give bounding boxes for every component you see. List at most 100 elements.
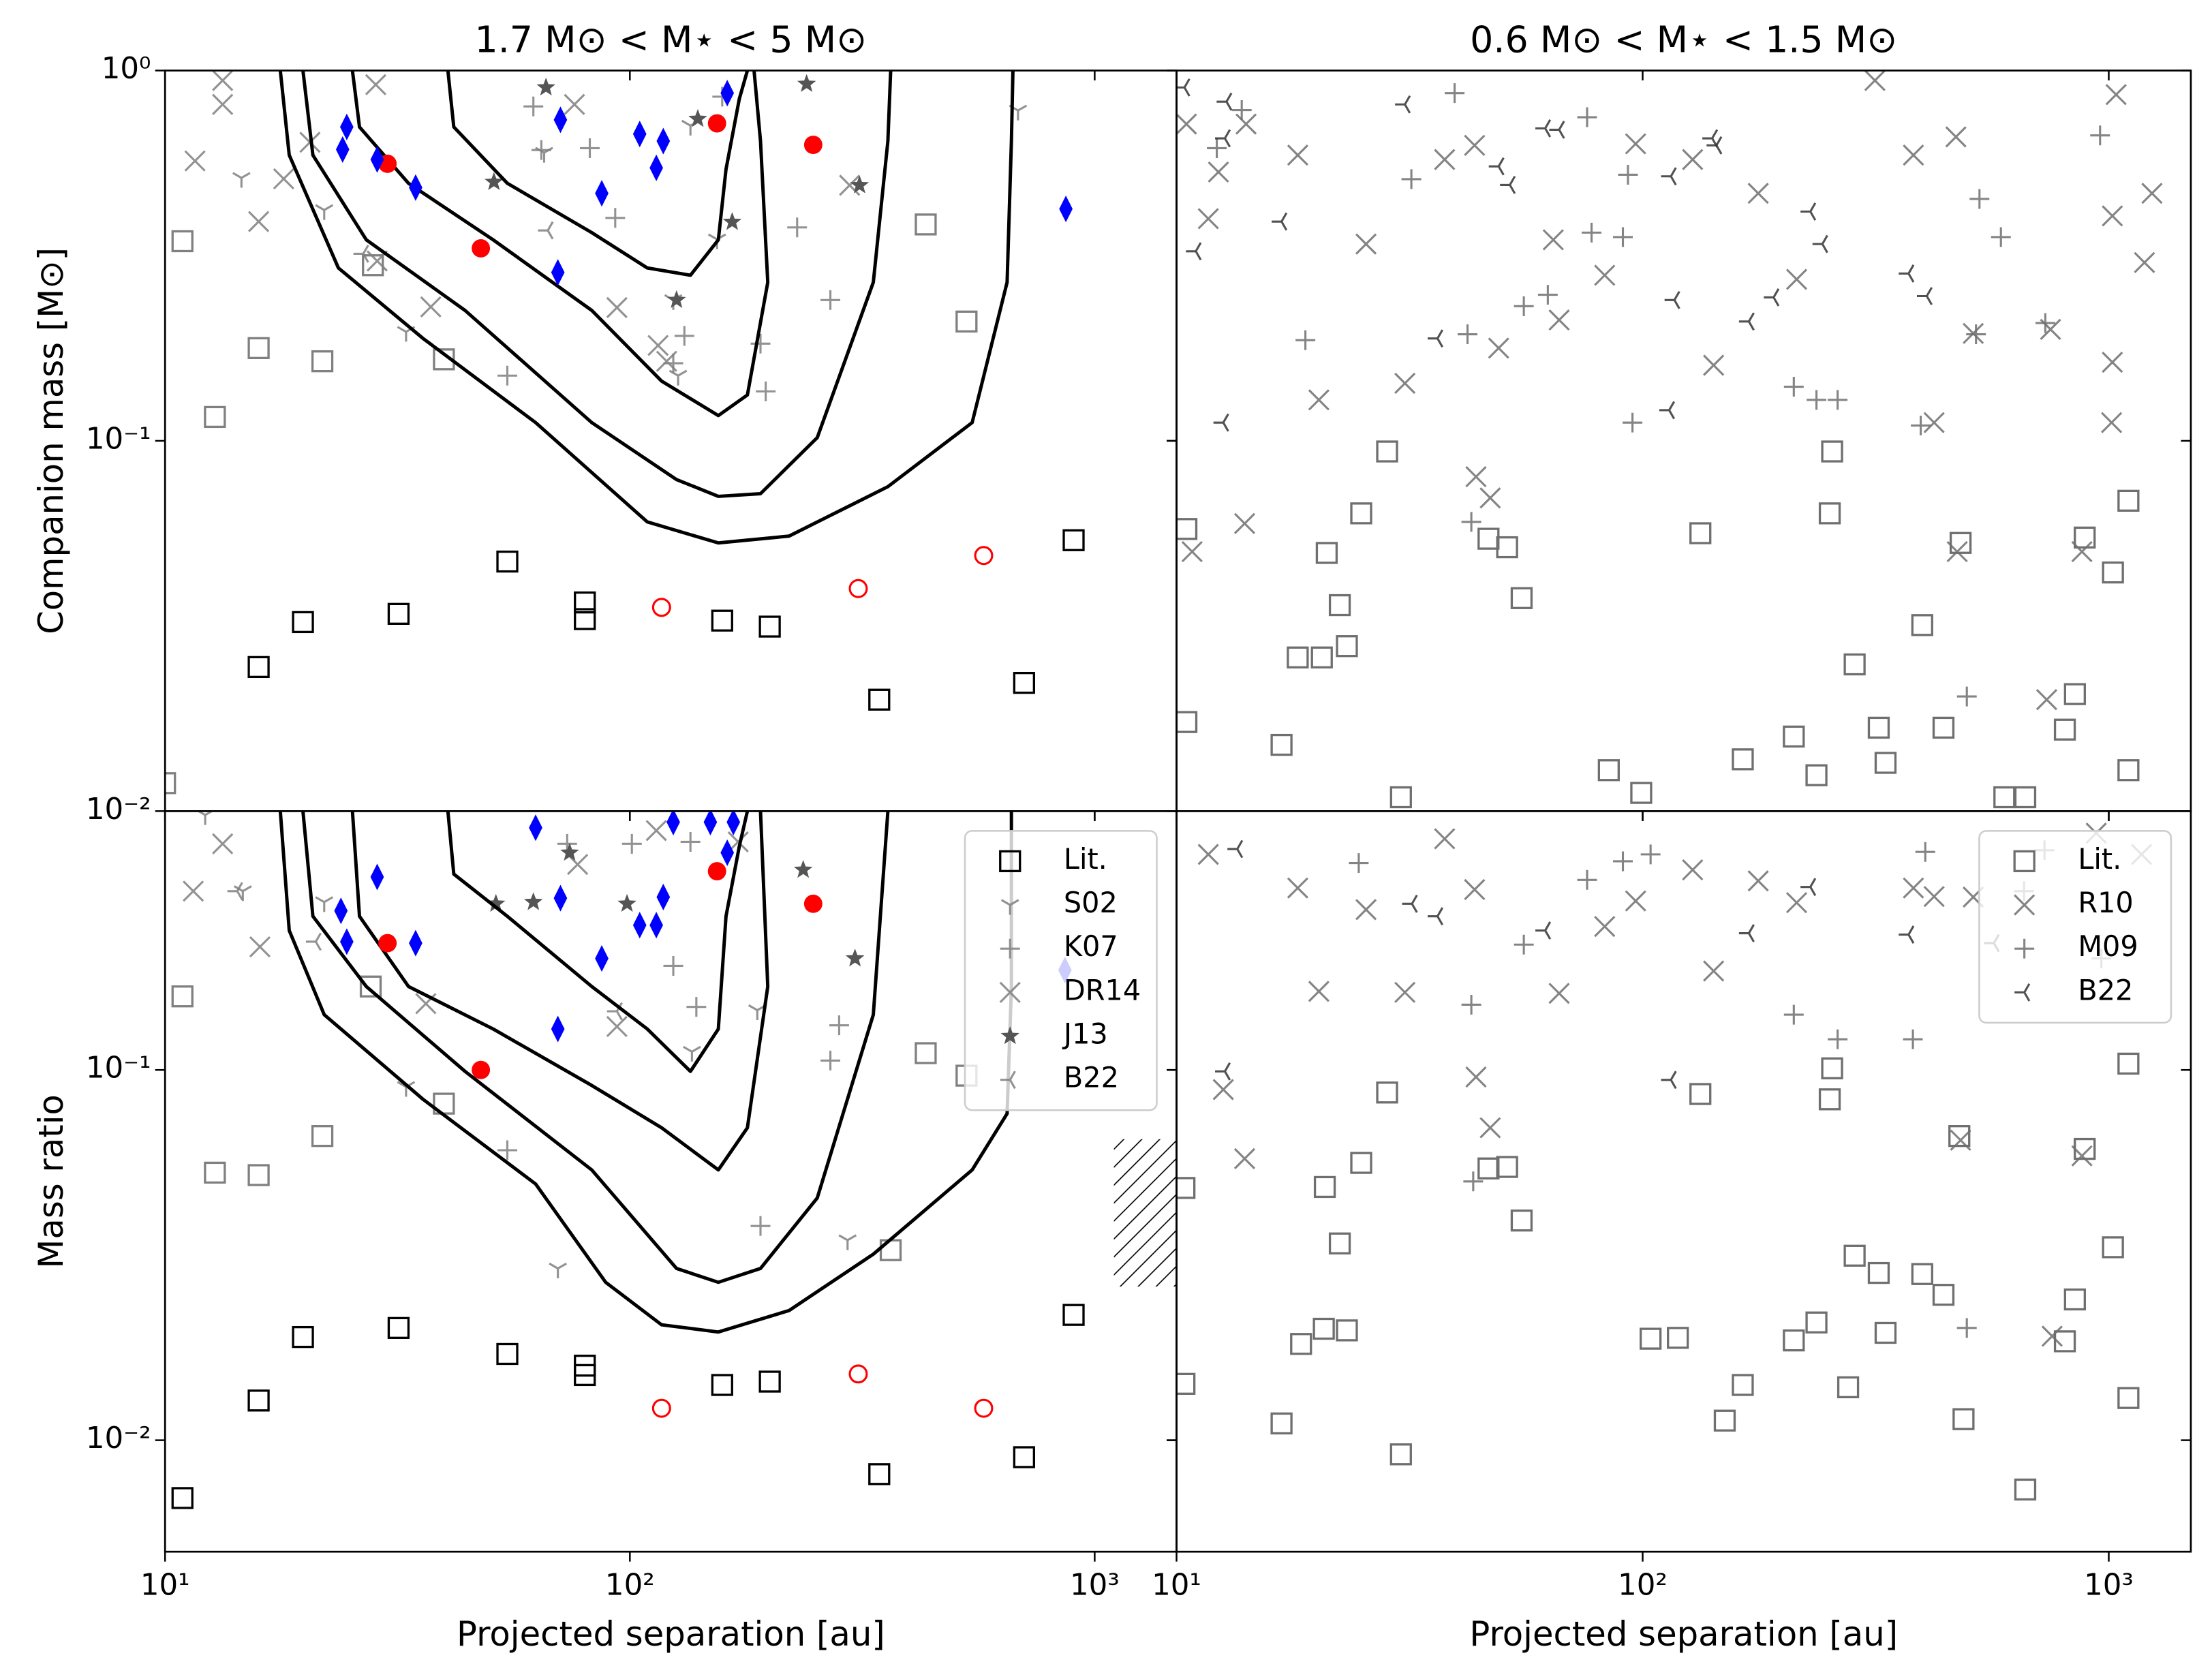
marker-diamond — [335, 136, 350, 163]
x-tick-label: 10¹ — [1152, 1568, 1201, 1602]
legend-label: M09 — [2078, 930, 2138, 963]
marker-circle — [707, 862, 726, 881]
marker-square — [1805, 1311, 1828, 1334]
marker-x — [2134, 251, 2155, 273]
marker-tri_left — [1215, 1062, 1231, 1081]
marker-x — [1594, 916, 1616, 938]
marker-tri_left — [538, 221, 554, 240]
marker-square — [1818, 502, 1841, 525]
marker-x — [2101, 412, 2123, 433]
marker-plus — [1461, 994, 1481, 1015]
marker-square — [1510, 1210, 1533, 1232]
marker-x — [1394, 981, 1416, 1003]
marker-square — [1013, 671, 1035, 694]
marker-x — [273, 168, 294, 190]
marker-square — [1013, 1446, 1035, 1468]
marker-plus — [663, 353, 683, 373]
marker-circle-open — [974, 546, 994, 566]
marker-diamond — [553, 106, 568, 134]
marker-plus — [1514, 934, 1534, 955]
marker-star — [617, 893, 636, 912]
marker-star — [688, 109, 707, 127]
legend-marker — [2014, 983, 2031, 1002]
contour-line — [278, 70, 1015, 545]
marker-square — [1328, 1232, 1351, 1254]
marker-x — [1287, 877, 1308, 899]
marker-tri_left — [1800, 202, 1817, 221]
marker-square — [1689, 522, 1712, 544]
marker-x — [606, 1015, 628, 1038]
legend-marker — [1000, 938, 1020, 959]
marker-plus — [1828, 1029, 1848, 1049]
marker-square — [1952, 1408, 1975, 1430]
marker-square — [1270, 1412, 1293, 1435]
marker-plus — [1623, 412, 1643, 433]
marker-plus — [1207, 138, 1227, 158]
marker-circle — [803, 894, 823, 913]
marker-x — [1181, 540, 1203, 563]
marker-x — [212, 833, 234, 854]
marker-square — [247, 337, 270, 359]
marker-square — [292, 1325, 314, 1349]
marker-square — [1667, 1327, 1689, 1349]
marker-tri_left — [1702, 129, 1719, 148]
axes-frame — [1176, 810, 2192, 1553]
marker-square — [247, 1389, 270, 1412]
marker-diamond — [649, 912, 663, 939]
marker-tri_down — [669, 369, 688, 386]
marker-square — [496, 1342, 519, 1366]
legend-label: DR14 — [1064, 974, 1141, 1006]
marker-plus — [2090, 125, 2110, 146]
marker-tri_left — [1488, 157, 1505, 176]
marker-square — [387, 602, 410, 625]
marker-star — [486, 893, 506, 912]
marker-square — [1336, 1319, 1358, 1342]
marker-tri_down — [315, 204, 334, 220]
legend-marker — [1000, 1070, 1016, 1090]
marker-plus — [2035, 313, 2055, 333]
legend: Lit. R10 M09 B22 — [1978, 830, 2172, 1024]
marker-tri_left — [1899, 925, 1915, 944]
marker-square — [1313, 1175, 1336, 1199]
marker-plus — [1295, 330, 1316, 350]
marker-tri_down — [838, 1234, 857, 1250]
marker-plus — [1461, 512, 1481, 532]
marker-x — [1233, 512, 1256, 534]
marker-square — [955, 310, 978, 333]
marker-plus — [1458, 324, 1478, 345]
marker-x — [1682, 149, 1704, 170]
marker-x — [1465, 1066, 1487, 1088]
marker-square — [1783, 1329, 1805, 1352]
marker-square — [1783, 725, 1805, 748]
marker-tri_down — [196, 811, 215, 825]
marker-circle — [472, 238, 491, 258]
marker-square — [574, 591, 596, 614]
marker-x — [249, 936, 271, 958]
marker-diamond — [703, 811, 718, 836]
marker-square — [758, 615, 781, 638]
marker-circle-open — [651, 1398, 671, 1418]
marker-plus — [686, 997, 707, 1017]
marker-star — [797, 74, 816, 92]
marker-square — [496, 550, 519, 573]
marker-x — [1923, 886, 1945, 908]
marker-square — [1287, 646, 1309, 668]
marker-plus — [1613, 851, 1633, 872]
marker-square — [1350, 502, 1372, 525]
marker-square — [247, 656, 270, 679]
marker-star — [793, 860, 813, 878]
contour-line — [301, 811, 890, 1284]
marker-diamond — [370, 146, 384, 173]
marker-tri_left — [305, 932, 322, 951]
marker-plus — [680, 831, 701, 852]
marker-x — [564, 93, 585, 115]
marker-square — [1818, 1088, 1841, 1111]
marker-tri_left — [1427, 329, 1444, 348]
marker-x — [1903, 877, 1924, 899]
marker-tri_left — [1500, 176, 1516, 194]
marker-tri_down — [549, 1262, 568, 1278]
marker-x — [1488, 337, 1509, 359]
panel-title: 0.6 M⊙ < M⋆ < 1.5 M⊙ — [1470, 18, 1897, 61]
marker-square — [204, 405, 226, 429]
